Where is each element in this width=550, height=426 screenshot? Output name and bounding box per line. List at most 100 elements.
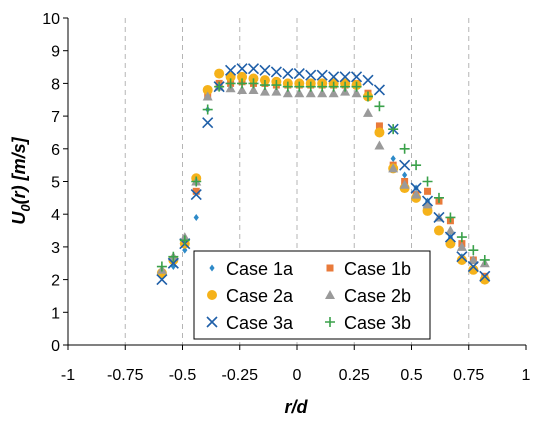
data-point [422,199,433,209]
y-axis-title-main: U [9,211,29,225]
data-point [374,101,385,112]
data-point [445,212,456,223]
data-point [362,91,373,102]
legend-marker [209,264,215,272]
data-point [362,74,374,86]
data-point [328,81,339,92]
data-point [445,225,456,235]
legend: Case 1a Case 1b Case 2a Case 2b Case 3a Case … [193,250,431,340]
data-point [424,187,432,195]
data-point [350,71,363,83]
x-tick-label: -0.5 [169,367,197,384]
data-point [191,176,202,187]
data-point [237,78,248,89]
data-point [362,107,373,117]
data-point [479,270,491,282]
data-point [328,88,339,98]
data-point [237,71,248,82]
y-axis-title-rest: (r) [m/s] [9,136,29,204]
data-point [468,254,479,264]
data-point [282,68,294,80]
legend-marker [325,317,335,327]
data-point [225,71,236,82]
axes-layer [63,17,527,350]
data-point [248,84,259,94]
data-point [422,176,433,187]
y-tick-label: 2 [51,273,60,290]
y-tick-label: 8 [51,76,60,93]
data-point [339,71,351,83]
data-point [468,245,479,256]
data-point [214,68,225,79]
data-point [316,69,328,81]
data-point [247,63,260,75]
y-tick-label: 0 [51,338,60,355]
data-point [421,195,434,207]
legend-marker [325,290,335,299]
legend-entry: Case 3b [325,313,411,333]
x-tick-label: 0.25 [339,367,370,384]
data-point [259,64,271,76]
data-point [399,159,411,171]
legend-label: Case 2a [226,286,294,306]
data-point [259,80,270,91]
data-point [214,81,225,92]
data-point [388,163,399,173]
legend-entry: Case 2b [325,286,411,306]
data-point [445,238,456,249]
data-points [156,63,491,286]
data-point [433,211,445,224]
legend-label: Case 1a [226,259,294,279]
data-point [479,254,490,265]
data-point [373,84,386,96]
y-tick-label: 9 [51,44,60,61]
data-point [479,274,490,285]
legend-entry: Case 2a [207,286,294,306]
data-point [225,64,237,76]
x-tick-label: 0 [293,367,302,384]
data-point [351,81,362,92]
y-axis-title: U0(r) [m/s] [9,136,33,224]
y-tick-label: 10 [42,11,60,28]
data-point [192,187,200,195]
legend-entry: Case 1a [209,259,294,279]
data-point [293,68,305,80]
data-point [270,66,282,78]
data-point [259,86,270,96]
data-point [305,88,316,98]
y-tick-label: 4 [51,207,60,224]
data-point [317,81,328,92]
data-point [294,88,305,98]
y-tick-label: 3 [51,240,60,257]
data-point [156,261,167,272]
data-point [374,140,385,150]
data-point [410,182,422,194]
data-point [388,124,399,135]
data-point [282,88,293,98]
x-axis-title: r/d [284,397,308,417]
legend-marker [326,264,334,272]
data-point [328,71,340,83]
y-tick-label: 5 [51,175,60,192]
legend-label: Case 3b [344,313,411,333]
x-tick-label: -1 [61,367,75,384]
data-point [225,78,236,89]
data-point [237,84,248,94]
x-tick-label: 0.5 [400,367,422,384]
data-point [156,274,168,286]
data-point [193,213,199,221]
data-point [468,264,479,275]
legend-box [193,250,431,340]
data-point [202,104,213,115]
data-point [422,205,433,216]
legend-marker [206,316,218,328]
data-point [399,143,410,154]
x-tick-label: -0.25 [222,367,259,384]
data-point [456,241,467,251]
data-point [179,235,190,246]
data-point [456,251,468,263]
legend-label: Case 3a [226,313,294,333]
data-point [317,88,328,98]
